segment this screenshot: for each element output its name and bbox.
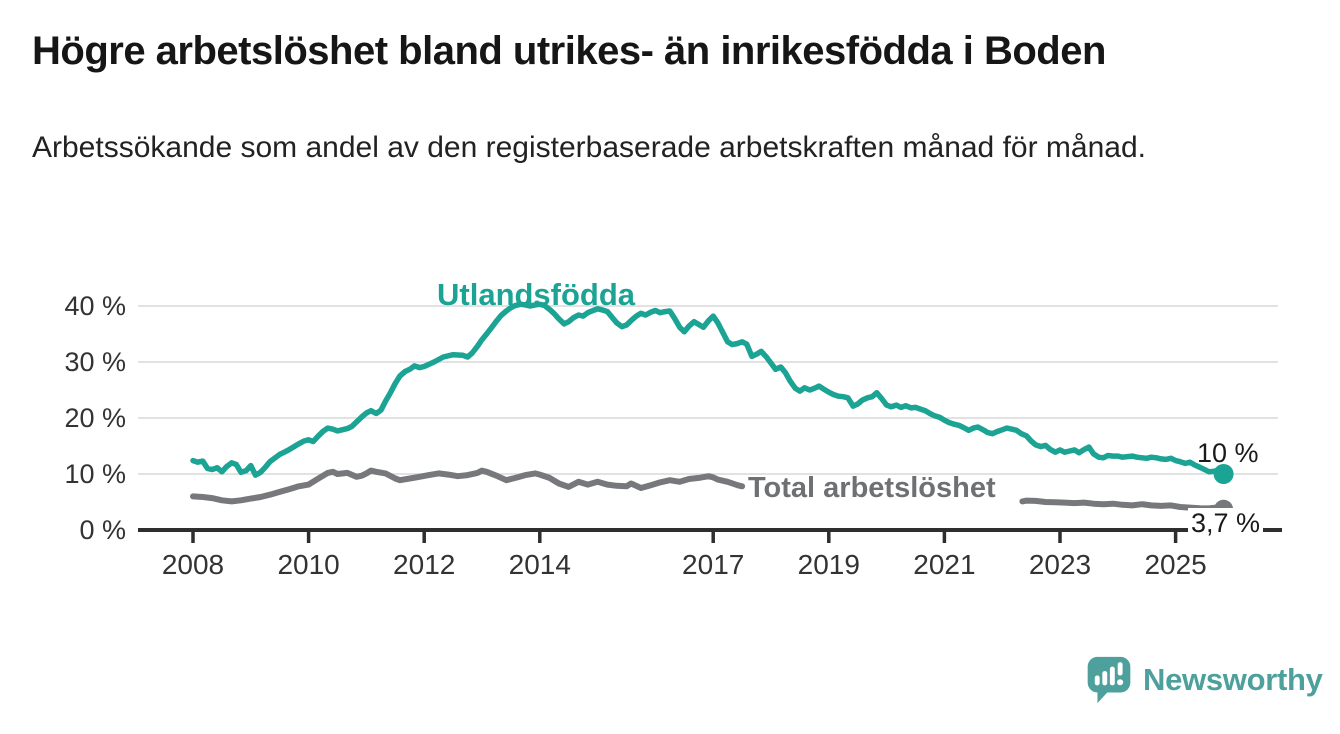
end-value-label-utlandsfodda: 10 %: [1197, 438, 1259, 468]
x-axis-label: 2025: [1144, 549, 1206, 580]
x-axis-label: 2008: [162, 549, 224, 580]
y-axis-label: 10 %: [64, 459, 126, 489]
total-arbetsloshet-line: [1019, 497, 1227, 513]
total-arbetsloshet-line: [190, 467, 746, 505]
x-axis-label: 2023: [1029, 549, 1091, 580]
x-axis-label: 2014: [509, 549, 571, 580]
x-axis-label: 2012: [393, 549, 455, 580]
chart-subtitle: Arbetssökande som andel av den registerb…: [32, 131, 1146, 164]
utlandsfodda-line: [190, 301, 1227, 478]
end-value-label-total: 3,7 %: [1188, 508, 1264, 539]
newsworthy-logo[interactable]: Newsworthy: [1085, 655, 1323, 705]
y-axis-label: 20 %: [64, 403, 126, 433]
page-title: Högre arbetslöshet bland utrikes- än inr…: [32, 29, 1106, 73]
y-axis-label: 30 %: [64, 347, 126, 377]
series-label-utlandsfodda: Utlandsfödda: [437, 277, 636, 312]
x-axis-label: 2021: [913, 549, 975, 580]
speech-bubble-bar-chart-icon: [1087, 656, 1131, 704]
y-axis-label: 0 %: [79, 515, 126, 545]
utlandsfodda-end-dot: [1213, 464, 1234, 484]
y-axis-label: 40 %: [64, 291, 126, 321]
x-axis-label: 2017: [682, 549, 744, 580]
logo-wordmark: Newsworthy: [1143, 662, 1323, 697]
x-axis-label: 2010: [277, 549, 339, 580]
series-label-total-arbetsloshet: Total arbetslöshet: [748, 472, 996, 504]
x-axis-label: 2019: [798, 549, 860, 580]
